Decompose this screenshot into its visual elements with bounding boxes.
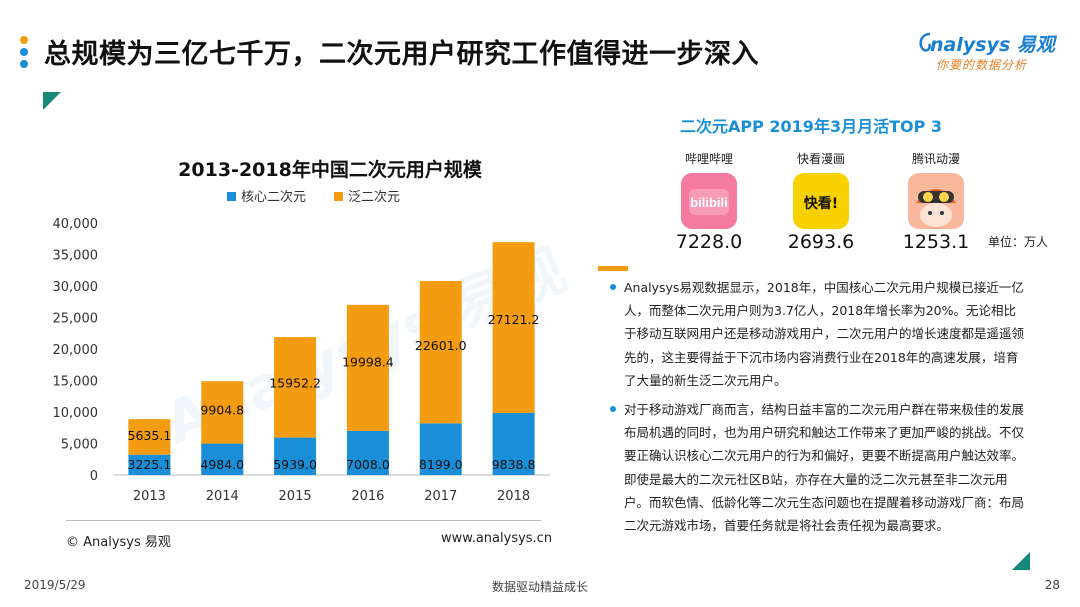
- x-tick-label: 2014: [206, 489, 239, 504]
- x-tick-label: 2016: [351, 489, 384, 504]
- y-tick-label: 5,000: [61, 438, 98, 453]
- analysys-logo: nalysys 易观 你要的数据分析: [919, 30, 1060, 80]
- y-tick-label: 15,000: [53, 375, 99, 390]
- unit-label: 单位：万人: [988, 235, 1049, 249]
- legend-core: 核心二次元: [227, 186, 306, 205]
- bar-pan-2016: [346, 304, 389, 431]
- app-value: 2693.6: [787, 231, 855, 253]
- app-name: 哔哩哔哩: [684, 152, 733, 166]
- bilibili-logo-icon: bilibili: [689, 189, 729, 215]
- page-number: 28: [1044, 578, 1060, 592]
- kuaikan-logo-icon: 快看!: [804, 195, 838, 212]
- y-tick-label: 40,000: [53, 217, 99, 232]
- svg-text:快看!: 快看!: [804, 195, 838, 212]
- footer-date: 2019/5/29: [24, 578, 86, 592]
- bar-pan-2018: [492, 242, 535, 414]
- y-tick-label: 10,000: [53, 406, 99, 421]
- stacked-bar-chart: 0 5,000 10,000 15,000 20,000 25,000 30,000 35,0…: [53, 217, 550, 504]
- data-label-pan-2014: 9904.8: [200, 402, 244, 417]
- corner-triangle-bottom-right: [1012, 552, 1030, 570]
- tencent-comic-character-icon: [908, 173, 964, 229]
- analysis-text: 对于移动游戏厂商而言，结构日益丰富的二次元用户群在带来极佳的发展布局机遇的同时，…: [624, 402, 1025, 534]
- x-tick-label: 2017: [424, 489, 457, 504]
- data-label-pan-2018: 27121.2: [488, 312, 540, 327]
- app-value: 1253.1: [902, 231, 970, 253]
- bar-core-2015: [274, 437, 317, 475]
- app-name: 腾讯动漫: [911, 152, 960, 166]
- y-tick-label: 25,000: [53, 312, 99, 327]
- data-label-pan-2013: 5635.1: [128, 428, 172, 443]
- source-website: www.analysys.cn: [441, 531, 553, 546]
- app-card-bilibili: 哔哩哔哩 bilibili 7228.0: [664, 150, 754, 253]
- app-card-tencent-comic: 腾讯动漫 1253.1: [891, 150, 981, 253]
- footer-slogan: 数据驱动精益成长: [491, 580, 588, 594]
- kuaikan-icon: 快看!: [793, 173, 849, 229]
- tencent-comic-icon: [908, 173, 964, 229]
- y-tick-label: 30,000: [53, 280, 99, 295]
- app-name: 快看漫画: [796, 152, 845, 166]
- logo-swoosh-icon: [919, 32, 931, 52]
- bar-pan-2014: [201, 381, 244, 444]
- data-label-pan-2016: 19998.4: [342, 355, 394, 370]
- title-dot-orange: [20, 36, 28, 44]
- analysis-text: Analysys易观数据显示，2018年，中国核心二次元用户规模已接近一亿人，而…: [624, 280, 1025, 388]
- bar-core-2013: [128, 454, 171, 475]
- data-label-core-2015: 5939.0: [273, 457, 317, 472]
- corner-triangle-top-left: [43, 92, 61, 110]
- app-value: 7228.0: [675, 231, 743, 253]
- legend-core-swatch: [227, 192, 236, 201]
- y-tick-label: 35,000: [53, 249, 99, 264]
- bar-core-2014: [201, 443, 244, 475]
- page-title: 总规模为三亿七千万，二次元用户研究工作值得进一步深入: [44, 39, 759, 70]
- data-label-core-2016: 7008.0: [346, 457, 390, 472]
- analysis-paragraph-2: 对于移动游戏厂商而言，结构日益丰富的二次元用户群在带来极佳的发展布局机遇的同时，…: [610, 398, 1028, 537]
- bar-pan-2017: [419, 280, 462, 424]
- bar-core-2016: [346, 430, 389, 475]
- accent-bar: [598, 266, 628, 271]
- bullet-icon: [610, 406, 616, 412]
- bilibili-icon: bilibili: [681, 173, 737, 229]
- legend-pan: 泛二次元: [334, 186, 400, 205]
- x-tick-label: 2015: [279, 489, 312, 504]
- analysis-paragraph-1: Analysys易观数据显示，2018年，中国核心二次元用户规模已接近一亿人，而…: [610, 276, 1028, 392]
- data-label-core-2017: 8199.0: [419, 457, 463, 472]
- source-copyright: © Analysys 易观: [66, 535, 171, 550]
- data-label-core-2014: 4984.0: [200, 457, 244, 472]
- data-label-core-2013: 3225.1: [128, 457, 172, 472]
- title-dot-blue-1: [20, 48, 28, 56]
- logo-main-text: nalysys 易观: [930, 34, 1055, 56]
- bar-pan-2013: [128, 419, 171, 455]
- y-tick-label: 20,000: [53, 343, 99, 358]
- chart-title: 2013-2018年中国二次元用户规模: [178, 159, 482, 181]
- x-tick-label: 2013: [133, 489, 166, 504]
- legend-pan-label: 泛二次元: [348, 190, 401, 205]
- footnote-divider: [66, 520, 541, 521]
- bar-pan-2015: [274, 337, 317, 438]
- data-label-pan-2017: 22601.0: [415, 338, 467, 353]
- bar-core-2017: [419, 423, 462, 475]
- svg-text:bilibili: bilibili: [690, 195, 728, 210]
- data-label-core-2018: 9838.8: [492, 457, 536, 472]
- legend-core-label: 核心二次元: [241, 190, 307, 205]
- title-dot-blue-2: [20, 60, 28, 68]
- y-tick-label: 0: [90, 469, 98, 484]
- data-label-pan-2015: 15952.2: [269, 375, 321, 390]
- x-tick-label: 2018: [497, 489, 530, 504]
- app-ranking-title: 二次元APP 2019年3月月活TOP 3: [680, 117, 943, 136]
- bar-core-2018: [492, 413, 535, 475]
- bullet-icon: [610, 284, 616, 290]
- app-card-kuaikan: 快看漫画 快看! 2693.6: [776, 150, 866, 253]
- logo-sub-text: 你要的数据分析: [936, 58, 1028, 72]
- legend-pan-swatch: [334, 192, 343, 201]
